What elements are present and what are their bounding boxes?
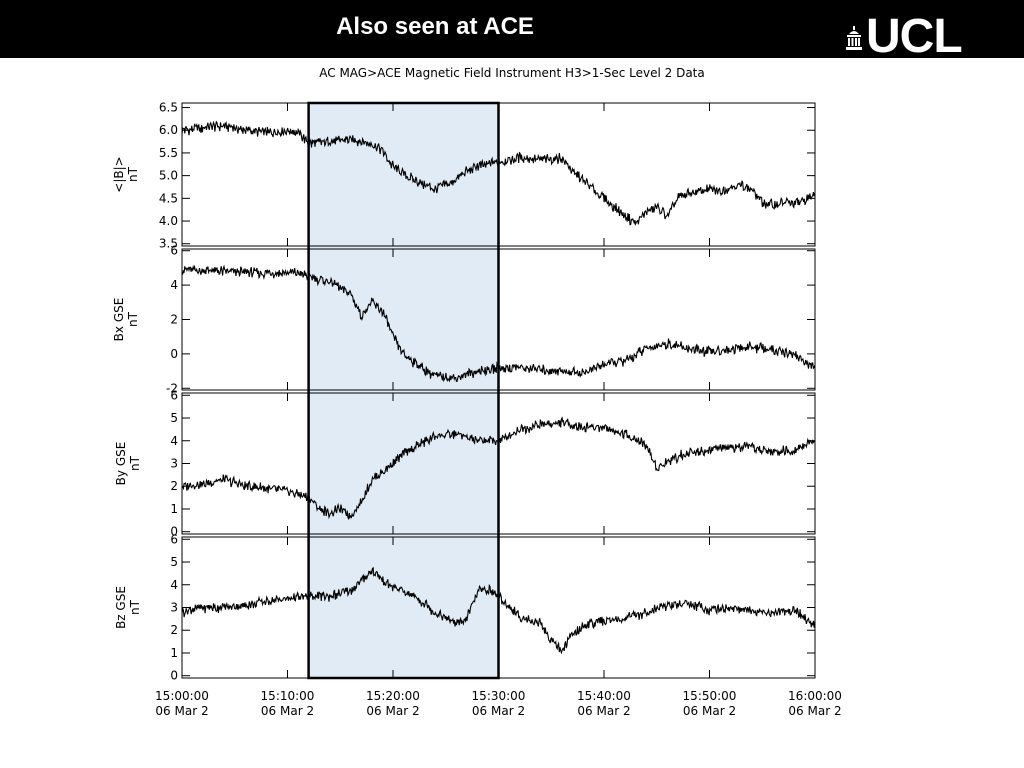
y-tick-label: 5.0 <box>159 169 178 183</box>
x-tick-label-date: 06 Mar 2 <box>683 704 736 718</box>
x-tick-label-date: 06 Mar 2 <box>472 704 525 718</box>
y-tick-label: 3 <box>170 601 178 615</box>
y-axis-label: By GSE <box>114 442 128 486</box>
logo-text: UCL <box>866 10 963 63</box>
y-tick-label: 6.0 <box>159 123 178 137</box>
y-axis-label-panel-2: Bx GSE nT <box>112 298 140 342</box>
y-tick-label: 0 <box>170 525 178 539</box>
y-tick-label: 5 <box>170 555 178 569</box>
y-axis-label: <|B|> <box>112 156 126 192</box>
y-tick-label: -2 <box>166 381 178 395</box>
y-tick-label: 3.5 <box>159 237 178 251</box>
y-tick-label: 1 <box>170 502 178 516</box>
y-axis-label-panel-1: <|B|> nT <box>112 156 140 192</box>
y-tick-label: 4 <box>170 434 178 448</box>
y-tick-label: 0 <box>170 669 178 683</box>
portico-icon <box>846 26 862 50</box>
x-tick-label-time: 15:50:00 <box>683 689 737 703</box>
ucl-logo: UCL <box>846 10 963 63</box>
y-tick-label: 4 <box>170 278 178 292</box>
y-axis-unit: nT <box>126 166 140 182</box>
highlight-outline <box>307 101 500 680</box>
y-tick-label: 2 <box>170 623 178 637</box>
y-axis-unit: nT <box>126 311 140 327</box>
y-axis-label: Bx GSE <box>112 298 126 342</box>
x-tick-label-time: 15:40:00 <box>577 689 631 703</box>
x-tick-label-date: 06 Mar 2 <box>261 704 314 718</box>
x-tick-label-date: 06 Mar 2 <box>788 704 841 718</box>
x-tick-label-date: 06 Mar 2 <box>366 704 419 718</box>
y-tick-label: 1 <box>170 646 178 660</box>
x-tick-label-date: 06 Mar 2 <box>155 704 208 718</box>
x-tick-label-time: 16:00:00 <box>788 689 842 703</box>
y-tick-label: 6 <box>170 388 178 402</box>
y-tick-label: 4 <box>170 578 178 592</box>
chart-title: AC MAG>ACE Magnetic Field Instrument H3>… <box>319 66 704 80</box>
y-tick-label: 5.5 <box>159 146 178 160</box>
x-tick-label-time: 15:30:00 <box>472 689 526 703</box>
y-tick-label: 2 <box>170 313 178 327</box>
y-axis-label-panel-3: By GSE nT <box>114 442 142 486</box>
y-tick-label: 6 <box>170 532 178 546</box>
y-tick-label: 3 <box>170 457 178 471</box>
x-tick-label-time: 15:20:00 <box>366 689 420 703</box>
x-tick-label-time: 15:10:00 <box>261 689 315 703</box>
y-tick-label: 2 <box>170 479 178 493</box>
y-axis-unit: nT <box>128 455 142 471</box>
y-tick-label: 6.5 <box>159 101 178 115</box>
x-tick-label-date: 06 Mar 2 <box>577 704 630 718</box>
y-axis-label-panel-4: Bz GSE nT <box>114 586 142 629</box>
y-tick-label: 4.5 <box>159 191 178 205</box>
slide-title: Also seen at ACE <box>336 13 534 40</box>
y-tick-label: 4.0 <box>159 214 178 228</box>
y-tick-label: 6 <box>170 244 178 258</box>
y-tick-label: 0 <box>170 347 178 361</box>
y-axis-label: Bz GSE <box>114 586 128 629</box>
y-tick-label: 5 <box>170 411 178 425</box>
mag-field-chart: AC MAG>ACE Magnetic Field Instrument H3>… <box>112 66 842 718</box>
y-axis-unit: nT <box>128 599 142 615</box>
x-tick-label-time: 15:00:00 <box>155 689 209 703</box>
